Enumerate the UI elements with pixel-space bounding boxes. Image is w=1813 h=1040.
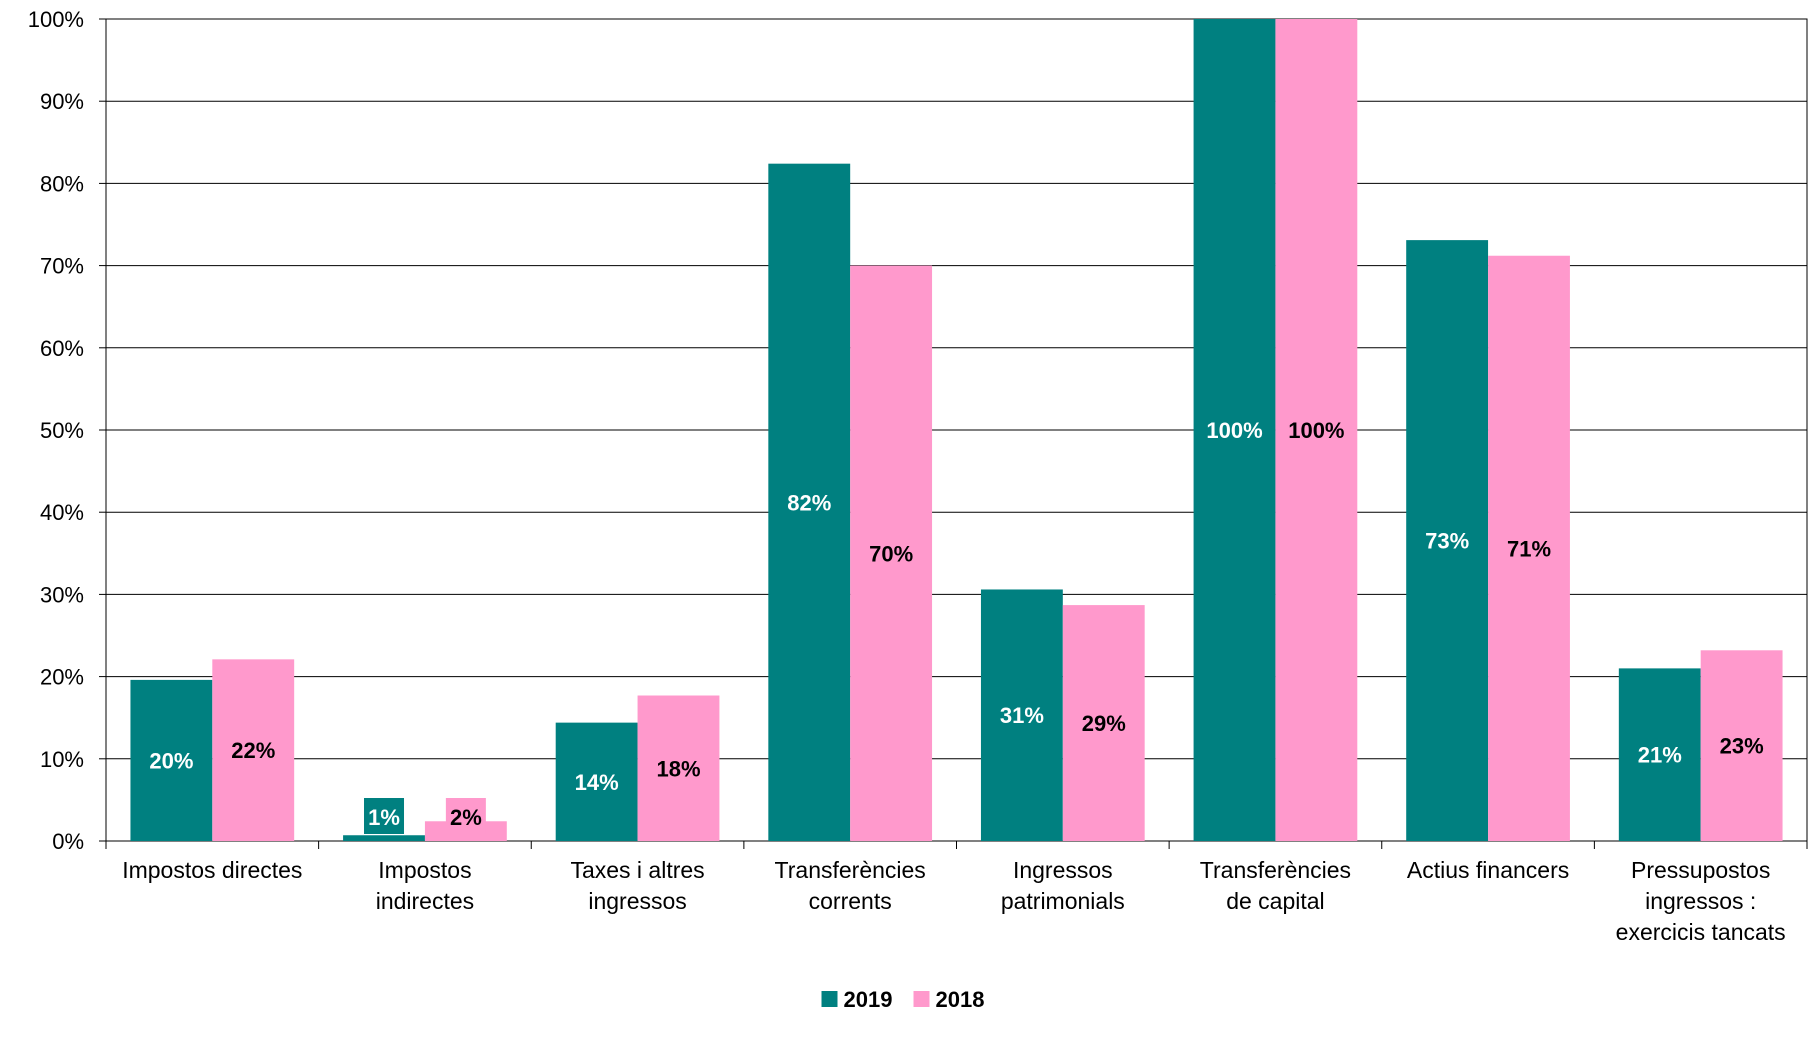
category-label: ingressos : (1645, 888, 1756, 914)
y-tick-label: 80% (40, 171, 84, 196)
bar-2018-7 (1700, 650, 1783, 841)
bar-2018-6 (1488, 255, 1570, 842)
category-label: Impostos (378, 857, 471, 883)
category-label: ingressos (588, 888, 686, 914)
category-label: Transferències (775, 857, 926, 883)
y-tick-label: 100% (28, 7, 84, 32)
y-tick-label: 70% (40, 254, 84, 279)
y-tick-label: 10% (40, 747, 84, 772)
category-label: Taxes i altres (570, 857, 704, 883)
y-tick-label: 60% (40, 336, 84, 361)
data-label: 29% (1082, 711, 1126, 736)
category-label: de capital (1226, 888, 1324, 914)
data-label: 23% (1720, 734, 1764, 759)
data-label: 21% (1638, 743, 1682, 768)
y-tick-label: 50% (40, 418, 84, 443)
bar-2019-0 (130, 679, 213, 841)
data-label: 18% (656, 756, 700, 781)
legend-swatch-2019 (821, 991, 838, 1007)
data-label: 22% (231, 738, 275, 763)
y-tick-label: 90% (40, 89, 84, 114)
data-label-bg (364, 798, 405, 834)
bar-2019-4 (980, 589, 1063, 841)
data-label: 100% (1206, 418, 1262, 443)
legend-label-2019: 2019 (844, 987, 893, 1012)
category-label: corrents (809, 888, 892, 914)
category-label: patrimonials (1001, 888, 1125, 914)
category-label: Actius financers (1407, 857, 1569, 883)
data-label: 20% (149, 748, 193, 773)
data-label: 71% (1507, 536, 1551, 561)
data-label: 2% (450, 805, 482, 830)
bar-2018-2 (637, 695, 720, 841)
bar-2019-3 (768, 163, 851, 841)
bar-2019-7 (1618, 668, 1701, 841)
legend-label-2018: 2018 (936, 987, 985, 1012)
category-label: Pressupostos (1631, 857, 1770, 883)
bar-2018-0 (212, 659, 295, 841)
category-label: indirectes (376, 888, 474, 914)
bar-2018-5 (1275, 19, 1358, 841)
data-label: 70% (869, 541, 913, 566)
bar-2019-2 (555, 722, 638, 841)
bar-2018-3 (850, 265, 933, 842)
data-label: 73% (1425, 529, 1469, 554)
y-tick-label: 30% (40, 582, 84, 607)
y-tick-label: 40% (40, 500, 84, 525)
data-label: 1% (368, 805, 400, 830)
data-label-bg (445, 798, 486, 834)
y-tick-label: 20% (40, 665, 84, 690)
data-label: 14% (575, 770, 619, 795)
bar-2019-5 (1193, 19, 1276, 841)
category-label: Ingressos (1013, 857, 1113, 883)
data-label: 82% (787, 490, 831, 515)
bar-2018-4 (1062, 605, 1145, 841)
y-tick-label: 0% (52, 829, 84, 854)
category-label: Transferències (1200, 857, 1351, 883)
data-label: 31% (1000, 703, 1044, 728)
category-label: exercicis tancats (1616, 919, 1786, 945)
bar-2019-6 (1406, 240, 1489, 842)
legend-swatch-2018 (913, 991, 930, 1007)
bar-2019-1 (343, 835, 425, 841)
data-label: 100% (1288, 418, 1344, 443)
category-label: Impostos directes (122, 857, 302, 883)
